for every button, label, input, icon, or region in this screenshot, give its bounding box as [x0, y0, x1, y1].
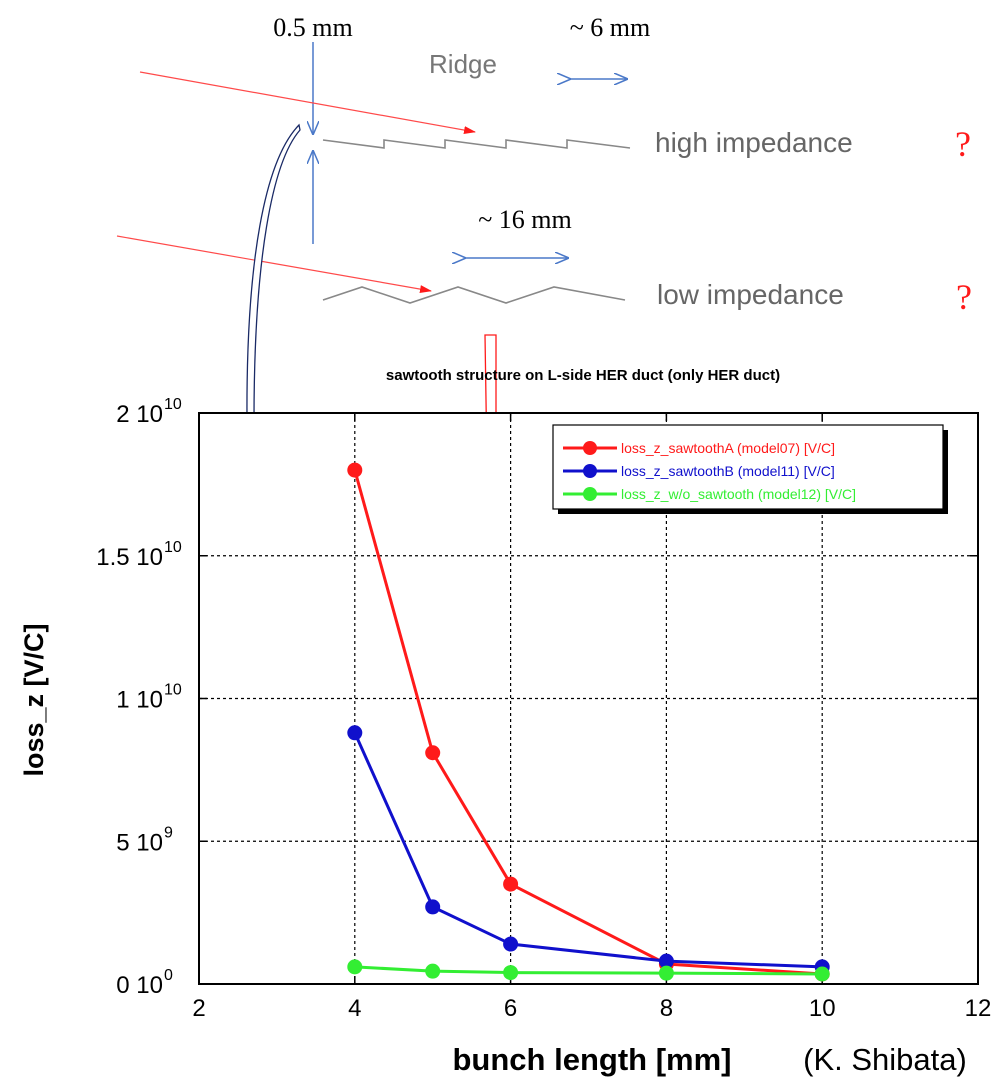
series-point	[503, 936, 519, 952]
series-point	[425, 899, 441, 915]
y-tick-label: 1 10	[116, 687, 163, 714]
author-credit: (K. Shibata)	[803, 1042, 967, 1077]
y-tick-label: 0 10	[116, 972, 163, 999]
dim-low-pitch-label: ~ 16 mm	[478, 205, 572, 234]
series-point	[814, 966, 830, 982]
x-tick-label: 8	[660, 995, 673, 1022]
series-point	[347, 462, 363, 478]
series-point	[347, 725, 363, 741]
y-tick-label: 5 10	[116, 829, 163, 856]
series-point	[503, 876, 519, 892]
series-point	[425, 963, 441, 979]
ridge-label: Ridge	[429, 49, 497, 79]
series-point	[347, 959, 363, 975]
low-impedance-question-mark: ?	[956, 277, 972, 317]
y-tick-exponent: 10	[164, 539, 182, 556]
series-point	[658, 965, 674, 981]
y-tick-exponent: 0	[164, 967, 173, 984]
legend-swatch-marker	[583, 487, 597, 501]
legend-swatch-marker	[583, 464, 597, 478]
legend-entry: loss_z_w/o_sawtooth (model12) [V/C]	[621, 486, 856, 502]
y-tick-label: 2 10	[116, 401, 163, 428]
x-axis-label: bunch length [mm]	[453, 1042, 732, 1077]
y-tick-label: 1.5 10	[96, 544, 163, 571]
high-impedance-sawtooth-profile	[322, 139, 631, 149]
dim-ridge-height-label: 0.5 mm	[273, 13, 352, 42]
series-point	[658, 953, 674, 969]
x-axis-ticks: 2 4 6 8 10 12	[192, 413, 991, 1022]
high-impedance-label: high impedance	[655, 127, 853, 158]
dim-high-pitch-label: ~ 6 mm	[570, 13, 651, 42]
y-axis-ticks: 0 10 05 10 91 10 101.5 10 102 10 10	[96, 396, 978, 999]
x-tick-label: 2	[192, 995, 205, 1022]
series-point	[425, 745, 441, 761]
y-tick-exponent: 9	[164, 824, 173, 841]
high-impedance-question-mark: ?	[955, 124, 971, 164]
x-tick-label: 10	[809, 995, 836, 1022]
y-tick-exponent: 10	[164, 682, 182, 699]
y-axis-label: loss_z [V/C]	[19, 623, 49, 776]
legend-swatch-marker	[583, 441, 597, 455]
low-impedance-sawtooth-profile	[322, 286, 626, 304]
x-tick-label: 4	[348, 995, 361, 1022]
x-tick-label: 6	[504, 995, 517, 1022]
y-tick-exponent: 10	[164, 396, 182, 413]
legend-entry: loss_z_sawtoothB (model11) [V/C]	[621, 463, 835, 479]
incident-beam-arrow-low	[116, 235, 432, 294]
legend-box	[552, 424, 944, 510]
legend-entry: loss_z_sawtoothA (model07) [V/C]	[621, 440, 835, 456]
chart-legend: loss_z_sawtoothA (model07) [V/C] loss_z_s…	[552, 424, 948, 514]
low-impedance-label: low impedance	[657, 279, 844, 310]
chart-title: sawtooth structure on L-side HER duct (o…	[386, 367, 780, 384]
series-point	[503, 965, 519, 981]
incident-beam-arrow-high	[139, 71, 476, 134]
chart-series	[347, 462, 830, 982]
x-tick-label: 12	[965, 995, 992, 1022]
